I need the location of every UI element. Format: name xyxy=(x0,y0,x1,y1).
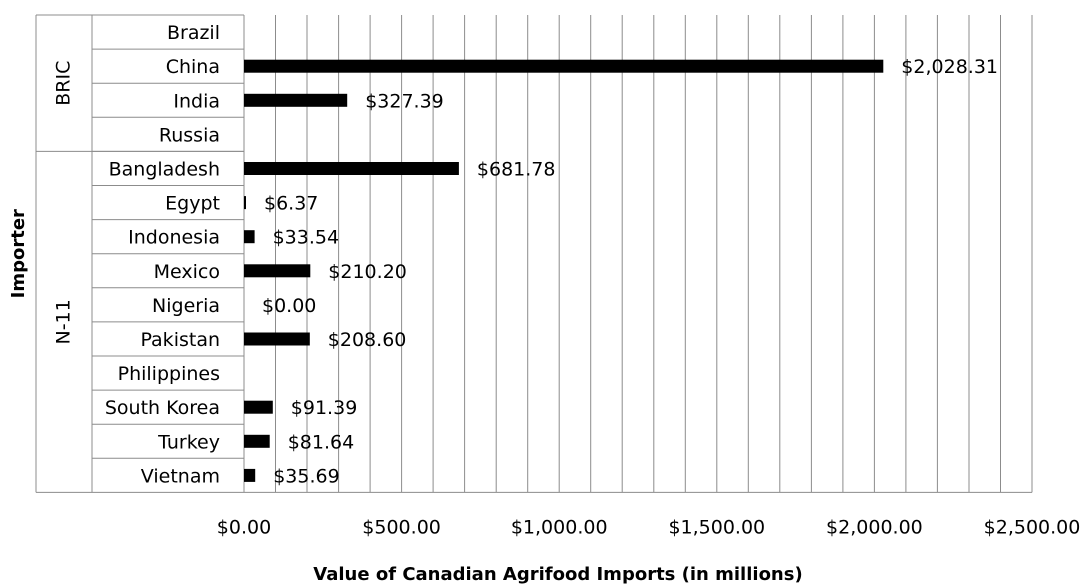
x-axis-title: Value of Canadian Agrifood Imports (in m… xyxy=(313,564,802,585)
x-tick-label: $2,500.00 xyxy=(984,516,1081,538)
category-axis-frame xyxy=(35,14,1032,493)
category-label-mexico: Mexico xyxy=(154,261,220,283)
data-label-pakistan: $208.60 xyxy=(328,329,407,351)
x-tick-label: $1,500.00 xyxy=(668,516,765,538)
category-label-turkey: Turkey xyxy=(157,431,220,453)
category-label-brazil: Brazil xyxy=(167,22,220,44)
category-label-pakistan: Pakistan xyxy=(140,329,220,351)
data-label-bangladesh: $681.78 xyxy=(477,158,556,180)
gridlines xyxy=(243,15,1033,493)
data-label-nigeria: $0.00 xyxy=(262,295,316,317)
category-labels: Brazil China India Russia Bangladesh Egypt Ind… xyxy=(105,22,220,487)
x-tick-label: $1,000.00 xyxy=(511,516,608,538)
data-label-mexico: $210.20 xyxy=(328,261,407,283)
group-label-bric: BRIC xyxy=(53,61,75,106)
category-label-russia: Russia xyxy=(159,124,220,146)
data-label-india: $327.39 xyxy=(365,90,444,112)
x-tick-label: $0.00 xyxy=(217,516,271,538)
category-label-egypt: Egypt xyxy=(165,193,220,215)
data-label-vietnam: $35.69 xyxy=(273,465,339,487)
x-tick-labels: $0.00 $500.00 $1,000.00 $1,500.00 $2,000.00 $… xyxy=(217,516,1081,538)
group-labels: BRIC N-11 xyxy=(53,61,75,345)
category-label-philippines: Philippines xyxy=(118,363,220,385)
x-tick-label: $500.00 xyxy=(362,516,441,538)
x-tick-label: $2,000.00 xyxy=(826,516,923,538)
bars: $2,028.31 $327.39 $681.78 $6.37 $33.54 $210.2… xyxy=(244,56,998,487)
data-label-egypt: $6.37 xyxy=(264,193,318,215)
category-label-india: India xyxy=(173,90,220,112)
category-label-south-korea: South Korea xyxy=(105,397,220,419)
data-label-turkey: $81.64 xyxy=(288,431,354,453)
category-label-indonesia: Indonesia xyxy=(128,227,220,249)
bar-bangladesh xyxy=(244,162,459,175)
bar-south-korea xyxy=(244,400,273,414)
data-label-south-korea: $91.39 xyxy=(291,397,357,419)
bar-mexico xyxy=(244,264,311,278)
bar-vietnam xyxy=(244,468,256,482)
bar-india xyxy=(244,93,348,107)
bar-pakistan xyxy=(244,332,310,346)
bar-egypt xyxy=(244,196,246,210)
y-axis-title: Importer xyxy=(8,209,29,298)
category-label-nigeria: Nigeria xyxy=(152,295,220,317)
data-label-indonesia: $33.54 xyxy=(273,227,339,249)
data-label-china: $2,028.31 xyxy=(901,56,998,78)
bar-china xyxy=(244,59,884,73)
group-label-n-11: N-11 xyxy=(53,299,75,344)
bar-indonesia xyxy=(244,230,255,244)
category-label-vietnam: Vietnam xyxy=(141,465,220,487)
category-label-bangladesh: Bangladesh xyxy=(109,158,220,180)
bar-turkey xyxy=(244,434,270,448)
category-label-china: China xyxy=(166,56,220,78)
